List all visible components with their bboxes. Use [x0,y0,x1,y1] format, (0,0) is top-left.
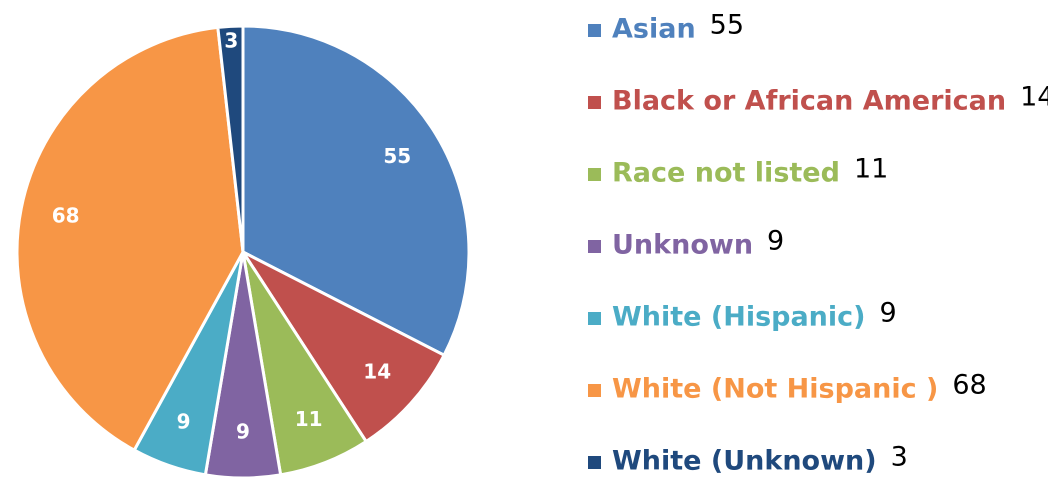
slice-label: 9 [177,409,191,433]
slice-label: 55 [383,144,411,168]
legend-value: 68 [952,370,986,401]
legend-value: 55 [710,10,744,41]
pie-slice [241,24,471,358]
slice-label: 14 [363,360,391,384]
legend-swatch [588,384,601,397]
legend-value: 11 [854,154,888,185]
legend-label: Unknown [612,230,753,261]
legend-swatch [588,240,601,253]
slice-label: 68 [52,203,80,227]
legend-label: White (Hispanic) [612,302,866,333]
legend-value: 14 [1020,82,1048,113]
legend-value: 9 [767,226,784,257]
legend-label: Black or African American [612,86,1006,117]
legend-label: White (Unknown) [612,446,877,477]
slice-label: 11 [295,407,323,431]
pie-slice [238,248,447,444]
legend-swatch [588,456,601,469]
pie-slice [15,25,245,453]
slice-label: 3 [224,29,238,53]
legend-swatch [588,24,601,37]
legend-label: White (Not Hispanic ) [612,374,938,405]
legend-swatch [588,96,601,109]
legend-swatch [588,312,601,325]
legend-value: 9 [880,298,897,329]
slice-label: 9 [236,419,250,443]
legend-value: 3 [891,442,908,473]
legend-label: Race not listed [612,158,840,189]
legend-swatch [588,168,601,181]
legend-label: Asian [612,14,696,45]
pie-slice [216,24,245,253]
